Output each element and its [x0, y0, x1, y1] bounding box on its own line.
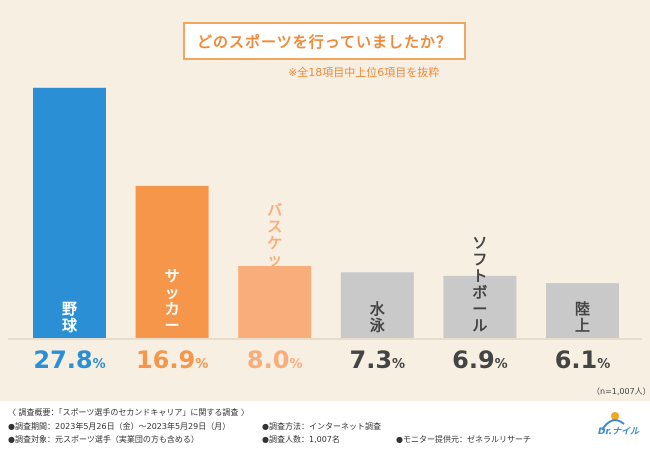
survey-overview: 〈 調査概要：「スポーツ選手のセカンドキャリア」に関する調査 〉 — [8, 408, 249, 417]
category-label-5: 陸上 — [575, 300, 590, 335]
survey-footer: 〈 調査概要：「スポーツ選手のセカンドキャリア」に関する調査 〉 ●調査期間：2… — [0, 401, 650, 450]
chart-subtitle: ※全18項目中上位6項目を抜粋 — [288, 66, 440, 79]
value-label-0: 27.8% — [33, 346, 105, 374]
category-label-4: ソフトボール — [472, 234, 487, 335]
survey-count: ●調査人数：1,007名 — [262, 435, 340, 444]
category-label-1: サッカー — [165, 267, 180, 335]
value-label-3: 7.3% — [350, 346, 406, 374]
logo-icon — [601, 412, 625, 431]
survey-provider: ●モニター提供元：ゼネラルリサーチ — [396, 435, 531, 444]
survey-period: ●調査期間：2023年5月26日（金）〜2023年5月29日（月） — [8, 422, 231, 431]
value-label-1: 16.9% — [136, 346, 208, 374]
bar-5 — [546, 283, 619, 338]
category-label-2: バスケットボール — [267, 201, 282, 335]
bar-3 — [340, 272, 414, 338]
logo-text: Dr.ナイル — [598, 427, 640, 437]
value-label-4: 6.9% — [452, 346, 508, 374]
bar-0 — [33, 87, 106, 338]
value-label-2: 8.0% — [247, 346, 303, 374]
bar-1 — [135, 185, 209, 338]
bar-chart: 野球 27.8% サッカー 16.9% バスケットボール 8.0% 水泳 7.3% ソフトボール… — [8, 87, 642, 374]
chart-title: どのスポーツを行っていましたか？ — [183, 22, 466, 60]
sample-size-label: （n=1,007人） — [592, 387, 650, 396]
bar-2 — [238, 266, 312, 338]
bar-4 — [443, 275, 517, 338]
category-label-3: 水泳 — [369, 300, 386, 335]
value-label-5: 6.1% — [555, 346, 611, 374]
survey-method: ●調査方法：インターネット調査 — [262, 422, 381, 431]
survey-target: ●調査対象：元スポーツ選手（実業団の方も含める） — [8, 435, 199, 444]
category-label-0: 野球 — [62, 300, 78, 335]
